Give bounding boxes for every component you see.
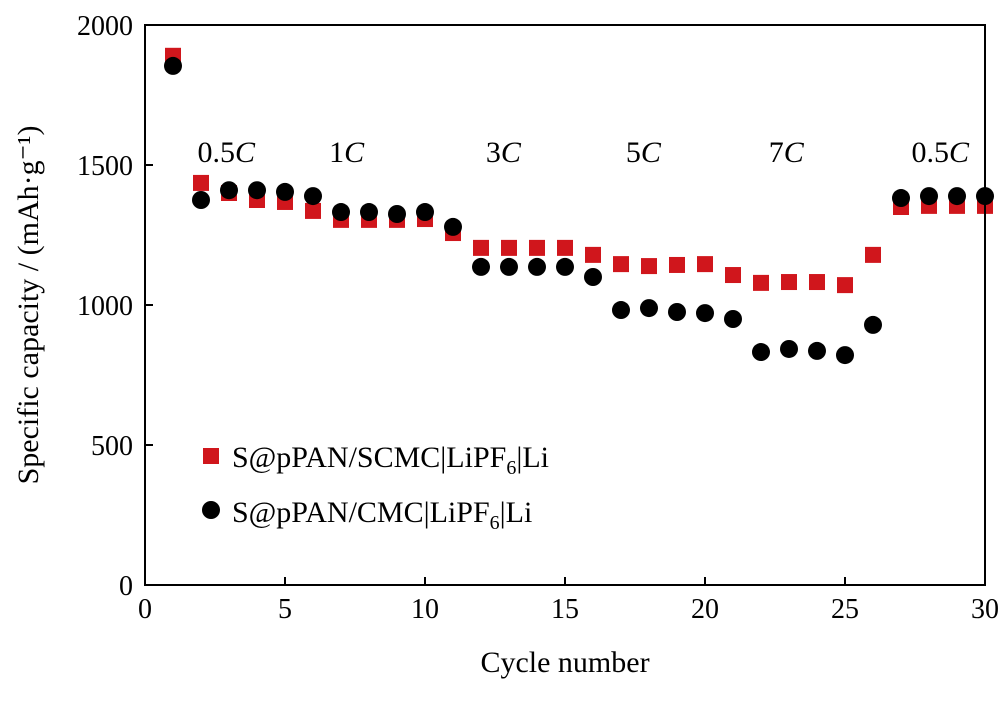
point-series-2 [752, 343, 770, 362]
rate-label: 1C [329, 136, 365, 169]
point-series-2 [416, 203, 434, 222]
point-series-1 [781, 274, 797, 291]
point-series-2 [584, 268, 602, 286]
point-series-2 [668, 303, 686, 321]
axis-ticks: 0 5 10 15 20 25 30 0 500 1000 1500 2000 [77, 11, 999, 625]
point-series-2 [808, 341, 826, 360]
point-series-1 [305, 202, 321, 219]
point-series-1 [529, 239, 545, 256]
point-series-2 [276, 182, 294, 201]
x-axis-label: Cycle number [480, 646, 649, 679]
point-series-2 [500, 257, 518, 276]
point-series-2 [612, 301, 630, 320]
point-series-1 [837, 277, 853, 294]
point-series-2 [192, 191, 210, 209]
data-marks [164, 47, 994, 365]
point-series-1 [641, 258, 657, 275]
legend-label-scmc: S@pPAN/SCMC|LiPF6|Li [232, 441, 549, 479]
x-tick-label: 10 [411, 594, 439, 625]
point-series-2 [164, 56, 182, 75]
point-series-2 [724, 310, 742, 328]
point-series-1 [809, 274, 825, 291]
point-series-1 [473, 239, 489, 256]
rate-annotations: 0.5C 1C 3C 5C 7C 0.5C [197, 136, 970, 169]
x-tick-label: 25 [831, 594, 859, 625]
x-tick-label: 15 [551, 594, 579, 625]
point-series-2 [220, 181, 238, 200]
x-tick-label: 5 [278, 594, 292, 625]
point-series-2 [248, 181, 266, 200]
point-series-1 [753, 274, 769, 291]
rate-label: 0.5C [197, 136, 256, 169]
y-tick-label: 2000 [77, 11, 133, 42]
point-series-1 [585, 246, 601, 263]
point-series-2 [360, 203, 378, 222]
y-tick-label: 500 [91, 431, 133, 462]
legend-marker-cmc [202, 501, 220, 519]
point-series-2 [332, 203, 350, 222]
rate-label: 3C [486, 136, 522, 169]
point-series-1 [193, 174, 209, 191]
point-series-2 [304, 187, 322, 206]
point-series-2 [472, 257, 490, 276]
rate-label: 7C [769, 136, 805, 169]
point-series-1 [669, 256, 685, 273]
point-series-2 [864, 315, 882, 334]
legend-marker-scmc [203, 448, 219, 464]
point-series-1 [865, 246, 881, 263]
point-series-2 [780, 339, 798, 358]
x-tick-label: 20 [691, 594, 719, 625]
rate-label: 5C [626, 136, 662, 169]
point-series-2 [892, 189, 910, 208]
point-series-2 [696, 304, 714, 323]
y-tick-label: 1500 [77, 151, 133, 182]
point-series-1 [501, 239, 517, 256]
legend: S@pPAN/SCMC|LiPF6|Li S@pPAN/CMC|LiPF6|Li [202, 441, 549, 534]
point-series-2 [388, 205, 406, 223]
point-series-2 [444, 217, 462, 236]
y-tick-label: 0 [119, 571, 133, 602]
rate-label: 0.5C [911, 136, 970, 169]
point-series-1 [725, 267, 741, 284]
point-series-2 [528, 257, 546, 276]
point-series-1 [613, 256, 629, 273]
y-axis-label: Specific capacity / (mAh·g⁻¹) [12, 126, 45, 485]
x-tick-label: 30 [971, 594, 999, 625]
y-tick-label: 1000 [77, 291, 133, 322]
point-series-1 [557, 239, 573, 256]
x-tick-label: 0 [138, 594, 152, 625]
legend-label-cmc: S@pPAN/CMC|LiPF6|Li [232, 496, 532, 534]
point-series-2 [948, 187, 966, 206]
point-series-2 [836, 346, 854, 365]
point-series-2 [640, 299, 658, 318]
point-series-2 [920, 187, 938, 206]
point-series-1 [697, 256, 713, 273]
point-series-2 [556, 257, 574, 276]
